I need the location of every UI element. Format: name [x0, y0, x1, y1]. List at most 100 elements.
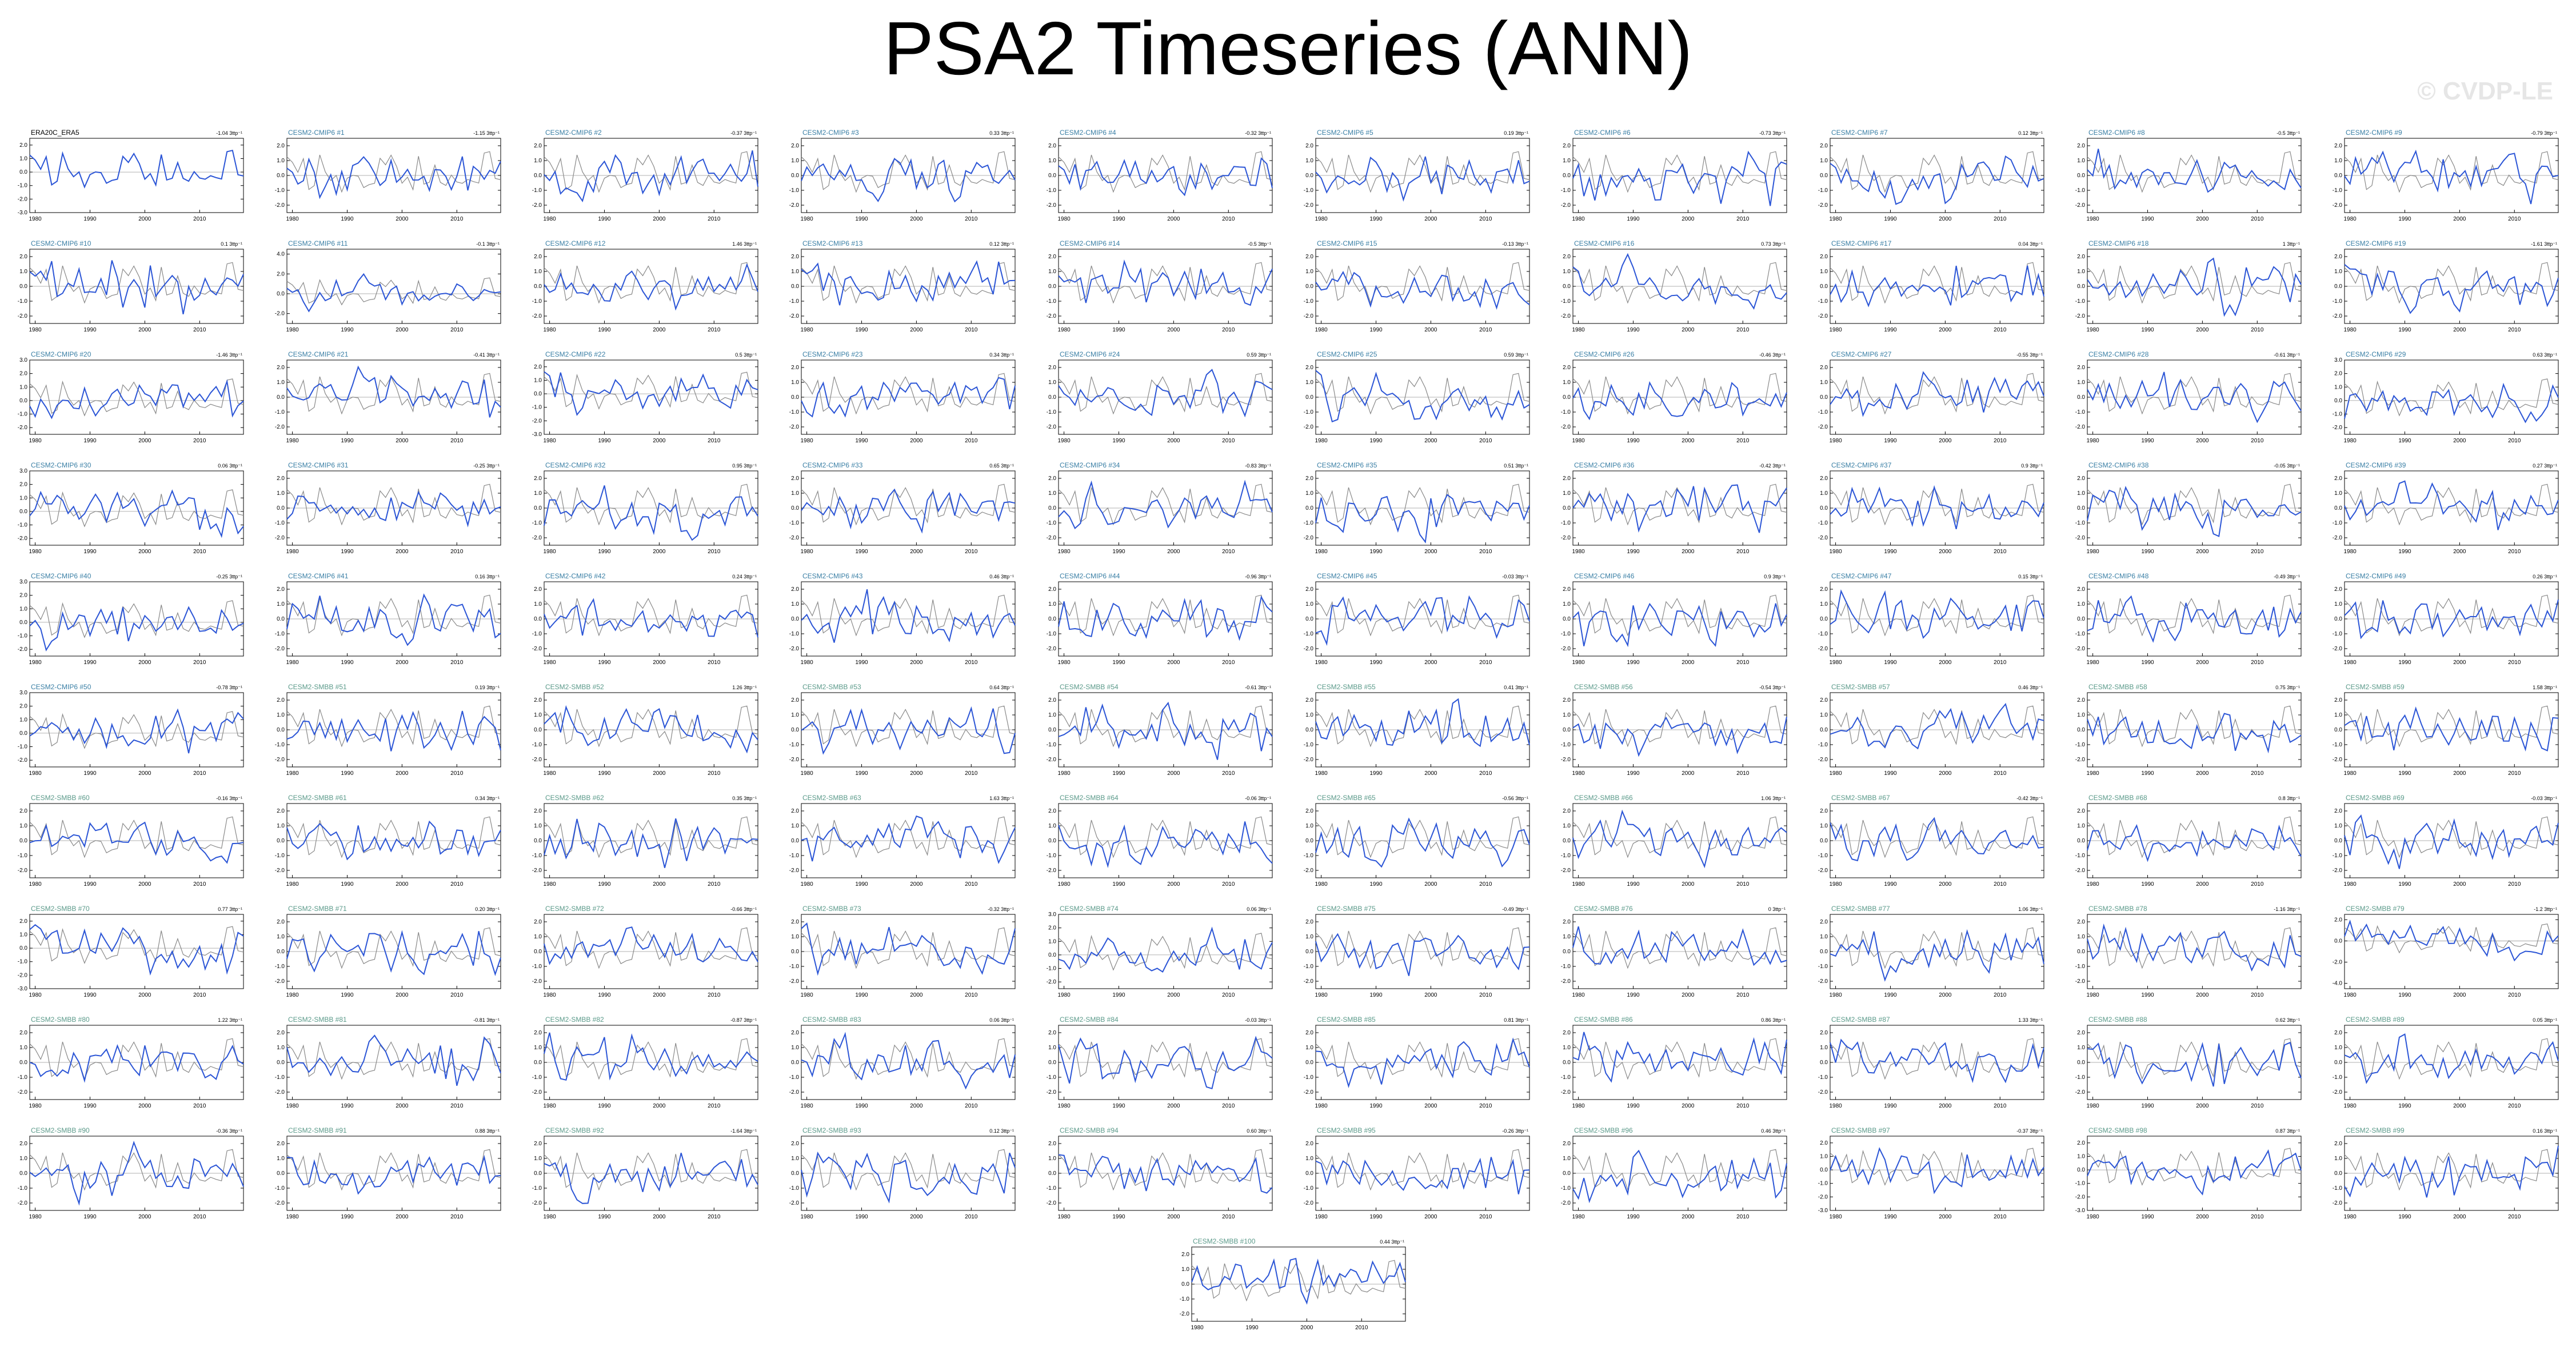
- panel-title: CESM2-CMIP6 #10: [31, 239, 91, 247]
- x-tick-label: 2000: [653, 438, 666, 444]
- x-tick-label: 2000: [2453, 216, 2466, 222]
- panel-trend-label: 0.06 3ttp⁻¹: [1247, 906, 1271, 912]
- x-tick-label: 1980: [2086, 438, 2099, 444]
- x-tick-label: 2000: [2453, 1214, 2466, 1220]
- y-tick-label: 2.0: [534, 143, 542, 149]
- y-tick-label: 1.0: [1305, 712, 1313, 718]
- y-tick-label: 2.0: [1820, 1030, 1828, 1036]
- y-tick-label: -1.0: [1818, 631, 1828, 637]
- x-tick-label: 1990: [341, 881, 354, 888]
- y-tick-label: -1.0: [1818, 520, 1828, 526]
- timeseries-panel: CESM2-SMBB #65 -0.56 3ttp⁻¹ 2.0 1.0 0.0 -1.0 -…: [1304, 794, 1530, 888]
- x-tick-label: 1980: [1315, 659, 1328, 666]
- y-tick-label: 0.0: [1048, 952, 1056, 958]
- x-tick-label: 1990: [855, 881, 868, 888]
- y-tick-label: 0.0: [1048, 505, 1056, 511]
- panel-title: CESM2-SMBB #55: [1317, 683, 1376, 691]
- panel-title: ERA20C_ERA5: [31, 129, 79, 137]
- y-tick-label: 0.0: [1305, 505, 1313, 511]
- x-tick-label: 1980: [2343, 881, 2357, 888]
- y-tick-label: -2.0: [532, 202, 542, 209]
- y-tick-label: -2.0: [1304, 313, 1314, 319]
- y-tick-label: 2.0: [2077, 143, 2085, 149]
- x-tick-label: 2000: [2196, 1214, 2209, 1220]
- y-tick-label: 2.0: [534, 364, 542, 370]
- panel-title: CESM2-CMIP6 #39: [2346, 461, 2406, 469]
- observed-series-line: [801, 483, 1016, 526]
- x-tick-label: 2010: [1222, 216, 1235, 222]
- timeseries-panel: CESM2-CMIP6 #25 0.59 3ttp⁻¹ 2.0 1.0 0.0 -1.0 -…: [1304, 350, 1530, 444]
- timeseries-panel: CESM2-SMBB #95 -0.26 3ttp⁻¹ 2.0 1.0 0.0 -1.0 -…: [1304, 1126, 1530, 1220]
- member-series-line: [2344, 149, 2559, 205]
- y-tick-label: 1.0: [1820, 823, 1828, 829]
- panel-title: CESM2-CMIP6 #29: [2346, 350, 2406, 358]
- panel-trend-label: 1.06 3ttp⁻¹: [1761, 796, 1786, 801]
- timeseries-panel: CESM2-SMBB #61 0.34 3ttp⁻¹ 2.0 1.0 0.0 -1.0 -2…: [275, 794, 501, 888]
- x-tick-label: 1980: [1057, 881, 1071, 888]
- x-tick-label: 2010: [965, 881, 978, 888]
- y-tick-label: 2.0: [1305, 919, 1313, 925]
- x-tick-label: 1980: [2086, 216, 2099, 222]
- y-tick-label: -2.0: [1818, 202, 1828, 209]
- member-series-line: [1572, 1149, 1787, 1204]
- y-tick-label: 2.0: [2077, 919, 2085, 925]
- y-tick-label: -1.0: [18, 744, 28, 750]
- y-tick-label: -2.0: [1818, 424, 1828, 430]
- x-tick-label: 1980: [1829, 438, 1842, 444]
- x-tick-label: 2000: [2196, 216, 2209, 222]
- y-tick-label: 2.0: [791, 143, 799, 149]
- panel-title: CESM2-CMIP6 #1: [288, 129, 345, 137]
- y-tick-label: -1.0: [18, 298, 28, 305]
- x-tick-label: 2000: [1424, 881, 1437, 888]
- x-tick-label: 1990: [1884, 216, 1897, 222]
- y-tick-label: -1.0: [275, 853, 285, 859]
- x-tick-label: 2000: [1167, 327, 1180, 333]
- member-series-line: [801, 922, 1016, 976]
- y-tick-label: -1.0: [2075, 520, 2086, 526]
- y-tick-label: 2.0: [1563, 365, 1571, 371]
- panel-trend-label: 0.5 3ttp⁻¹: [735, 352, 757, 358]
- x-tick-label: 1980: [543, 992, 556, 998]
- x-tick-label: 2010: [1736, 659, 1750, 666]
- observed-series-line: [1058, 1038, 1273, 1080]
- x-tick-label: 2010: [965, 327, 978, 333]
- timeseries-panel: CESM2-SMBB #54 -0.61 3ttp⁻¹ 2.0 1.0 0.0 -1.0 -…: [1047, 683, 1273, 777]
- y-tick-label: 0.0: [2077, 173, 2085, 179]
- panel-title: CESM2-CMIP6 #3: [802, 129, 859, 137]
- x-tick-label: 1980: [1057, 1214, 1071, 1220]
- plot-frame: [1058, 914, 1273, 989]
- y-tick-label: 2.0: [534, 919, 542, 925]
- panel-title: CESM2-SMBB #86: [1574, 1016, 1633, 1024]
- observed-series-line: [286, 483, 501, 526]
- x-tick-label: 1990: [855, 1103, 868, 1109]
- x-tick-label: 1990: [1112, 881, 1125, 888]
- panel-title: CESM2-CMIP6 #48: [2088, 572, 2149, 580]
- y-tick-label: -1.0: [2333, 520, 2343, 526]
- x-tick-label: 1990: [83, 549, 97, 555]
- panel-trend-label: 0.46 3ttp⁻¹: [989, 574, 1014, 579]
- timeseries-panel: CESM2-CMIP6 #14 -0.5 3ttp⁻¹ 2.0 1.0 0.0 -1.0 -…: [1047, 239, 1273, 333]
- y-tick-label: 1.0: [1820, 379, 1828, 386]
- member-series-line: [801, 158, 1016, 203]
- y-tick-label: 1.0: [277, 490, 285, 497]
- y-tick-label: 0.0: [791, 1060, 799, 1066]
- x-tick-label: 1980: [2343, 992, 2357, 998]
- timeseries-panel: CESM2-SMBB #58 0.75 3ttp⁻¹ 2.0 1.0 0.0 -1.0 -2…: [2075, 683, 2302, 777]
- y-tick-label: 2.0: [1820, 808, 1828, 814]
- y-tick-label: 1.0: [19, 717, 27, 723]
- x-tick-label: 2010: [708, 1214, 721, 1220]
- panel-trend-label: 0.26 3ttp⁻¹: [2533, 574, 2557, 579]
- member-series-line: [544, 371, 758, 416]
- y-tick-label: -1.0: [1561, 1074, 1571, 1081]
- y-tick-label: 1.0: [1181, 1266, 1189, 1273]
- y-tick-label: 1.0: [1820, 601, 1828, 607]
- x-tick-label: 1990: [341, 327, 354, 333]
- x-tick-label: 2000: [1167, 1214, 1180, 1220]
- timeseries-panel: CESM2-CMIP6 #8 -0.5 3ttp⁻¹ 2.0 1.0 0.0 -1.0 -2…: [2075, 129, 2302, 222]
- x-tick-label: 1990: [341, 1103, 354, 1109]
- panel-trend-label: -0.1 3ttp⁻¹: [476, 241, 500, 247]
- y-tick-label: 2.0: [791, 1030, 799, 1036]
- member-series-line: [1315, 595, 1530, 646]
- y-tick-label: 0.0: [19, 283, 27, 290]
- x-tick-label: 1980: [1315, 327, 1328, 333]
